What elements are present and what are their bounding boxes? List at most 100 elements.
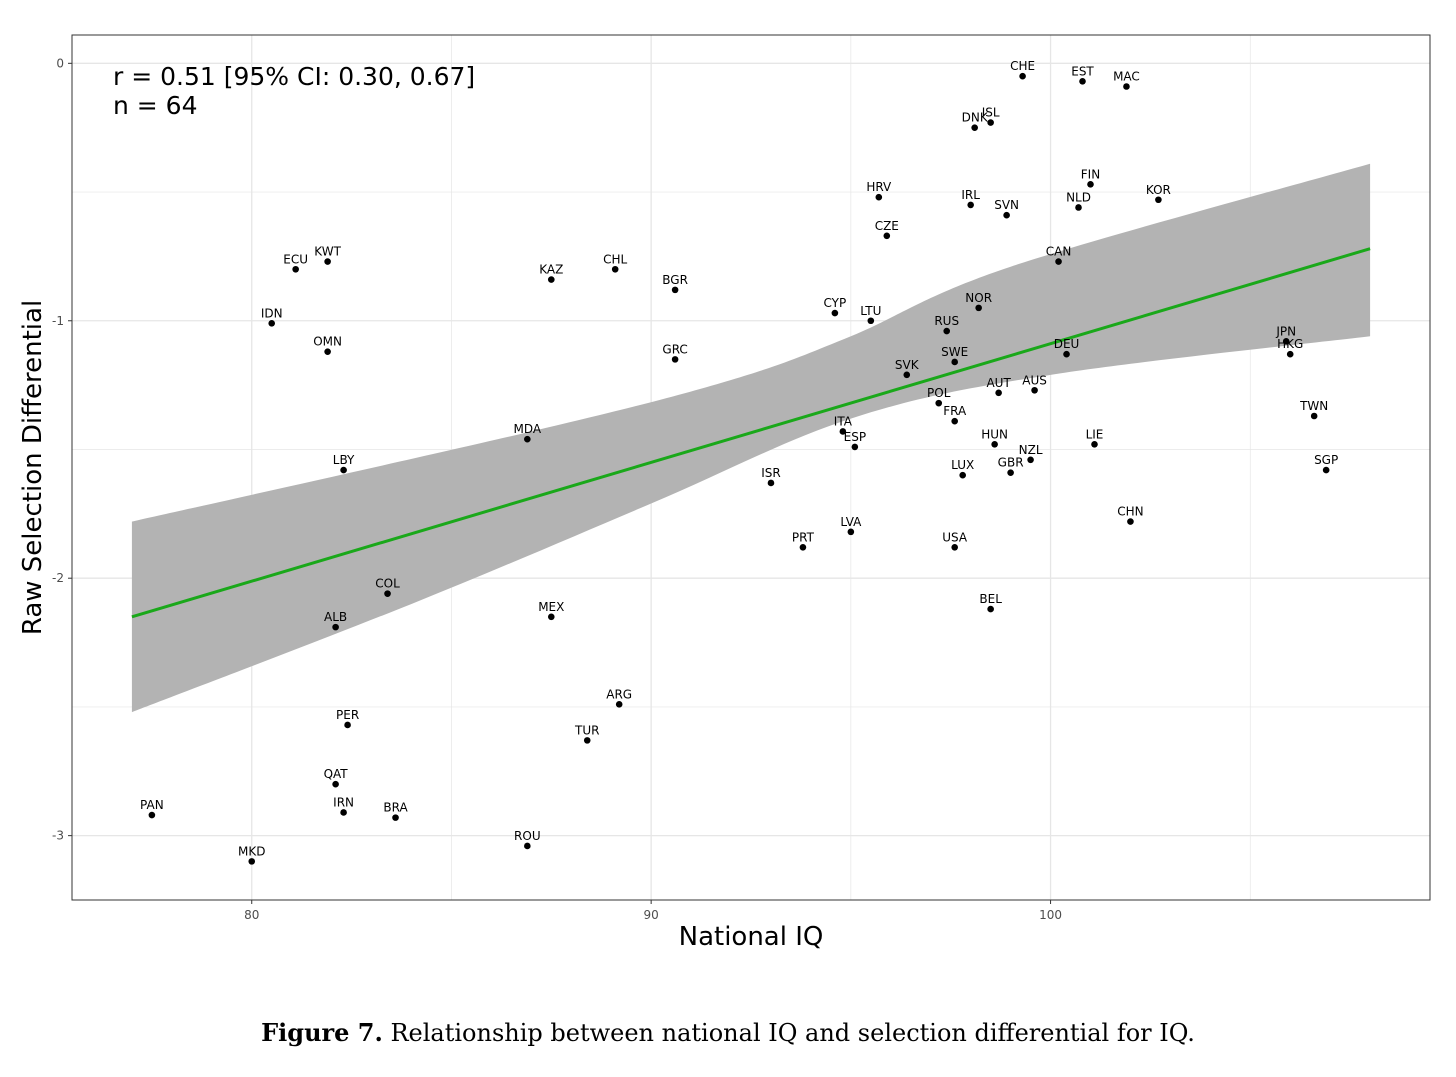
- point-label-cze: CZE: [875, 219, 899, 233]
- point-label-chn: CHN: [1117, 505, 1143, 519]
- data-point-kwt: [324, 258, 331, 265]
- point-label-mda: MDA: [514, 422, 542, 436]
- data-point-aus: [1031, 386, 1038, 394]
- point-label-kwt: KWT: [314, 245, 341, 259]
- data-point-isr: [767, 479, 775, 487]
- data-point-nld: [1075, 204, 1082, 211]
- data-point-irl: [967, 201, 974, 209]
- data-point-pol: [935, 399, 943, 407]
- point-label-can: CAN: [1046, 245, 1072, 259]
- data-point-arg: [615, 701, 623, 708]
- data-point-per: [344, 721, 351, 729]
- data-point-can: [1055, 258, 1062, 265]
- data-point-jpn: [1282, 338, 1290, 345]
- point-label-nzl: NZL: [1019, 443, 1043, 457]
- point-label-omn: OMN: [313, 335, 342, 349]
- point-label-mac: MAC: [1113, 69, 1140, 83]
- point-label-idn: IDN: [261, 306, 283, 320]
- point-label-aut: AUT: [986, 376, 1011, 390]
- point-label-mex: MEX: [538, 600, 564, 614]
- data-point-hun: [991, 441, 998, 448]
- x-axis-title: National IQ: [679, 922, 824, 952]
- data-point-che: [1019, 72, 1026, 80]
- data-point-sgp: [1322, 466, 1330, 474]
- data-point-usa: [951, 544, 958, 551]
- data-point-nor: [975, 304, 982, 312]
- point-label-fin: FIN: [1081, 167, 1100, 181]
- data-point-deu: [1063, 350, 1070, 358]
- y-tick-label: 0: [56, 56, 64, 70]
- data-point-cze: [883, 232, 891, 240]
- data-point-esp: [851, 443, 859, 451]
- point-label-est: EST: [1071, 64, 1094, 78]
- x-tick-label: 80: [244, 908, 259, 922]
- y-tick-label: -1: [52, 314, 64, 328]
- point-label-che: CHE: [1010, 59, 1035, 73]
- data-point-ita: [839, 428, 847, 435]
- point-label-ita: ITA: [834, 414, 853, 428]
- data-point-tur: [583, 737, 591, 744]
- point-label-bgr: BGR: [662, 273, 688, 287]
- data-point-cyp: [831, 309, 839, 317]
- data-point-bra: [392, 814, 399, 821]
- data-point-aut: [995, 389, 1002, 397]
- point-label-esp: ESP: [844, 430, 866, 444]
- point-label-bra: BRA: [383, 801, 408, 815]
- data-point-mda: [524, 435, 531, 443]
- point-label-kor: KOR: [1146, 183, 1171, 197]
- point-label-fra: FRA: [943, 404, 967, 418]
- plot-panel-border: [71, 34, 1431, 901]
- data-point-ecu: [292, 265, 299, 273]
- data-point-mex: [547, 613, 555, 621]
- data-point-idn: [268, 320, 276, 327]
- point-label-mkd: MKD: [238, 844, 265, 858]
- data-point-chl: [611, 265, 619, 273]
- data-point-alb: [332, 623, 339, 631]
- point-label-isl: ISL: [982, 106, 1000, 120]
- data-point-kaz: [547, 276, 555, 283]
- point-label-pol: POL: [927, 386, 951, 400]
- x-tick-label: 100: [1039, 908, 1062, 922]
- point-label-nor: NOR: [965, 291, 992, 305]
- axis-ticks: 80 90 100 0 -1 -2 -3: [52, 56, 1062, 922]
- y-axis-title: Raw Selection Differential: [18, 300, 48, 635]
- point-label-gbr: GBR: [998, 456, 1024, 470]
- point-label-ecu: ECU: [283, 252, 308, 266]
- figure-caption: Figure 7. Relationship between national …: [0, 1018, 1456, 1047]
- data-point-irn: [340, 809, 347, 816]
- point-label-irn: IRN: [333, 795, 354, 809]
- data-point-svk: [903, 371, 911, 379]
- data-point-prt: [799, 544, 807, 551]
- data-point-swe: [951, 358, 958, 366]
- data-point-lva: [847, 528, 855, 536]
- point-label-prt: PRT: [792, 530, 815, 544]
- point-label-kaz: KAZ: [539, 263, 563, 277]
- point-label-isr: ISR: [761, 466, 781, 480]
- point-label-aus: AUS: [1022, 373, 1047, 387]
- point-label-tur: TUR: [574, 723, 599, 737]
- point-label-hkg: HKG: [1277, 337, 1303, 351]
- data-point-chn: [1127, 518, 1134, 525]
- point-label-alb: ALB: [324, 610, 347, 624]
- sample-size-annotation: n = 64: [113, 91, 198, 120]
- point-label-nld: NLD: [1066, 190, 1091, 204]
- data-point-fra: [951, 417, 958, 425]
- figure-caption-text: Relationship between national IQ and sel…: [382, 1019, 1195, 1047]
- point-label-rou: ROU: [514, 829, 541, 843]
- point-label-cyp: CYP: [824, 296, 847, 310]
- point-label-qat: QAT: [324, 767, 349, 781]
- point-label-twn: TWN: [1299, 399, 1328, 413]
- data-point-gbr: [1007, 469, 1014, 476]
- point-label-deu: DEU: [1054, 337, 1080, 351]
- gridlines: [72, 35, 1430, 900]
- y-tick-label: -3: [52, 829, 64, 843]
- point-label-col: COL: [375, 577, 400, 591]
- point-label-arg: ARG: [606, 687, 632, 701]
- point-label-pan: PAN: [140, 798, 164, 812]
- data-point-ltu: [867, 317, 875, 325]
- data-point-mac: [1123, 83, 1130, 90]
- data-point-dnk: [971, 124, 978, 131]
- regression-line: [131, 247, 1371, 619]
